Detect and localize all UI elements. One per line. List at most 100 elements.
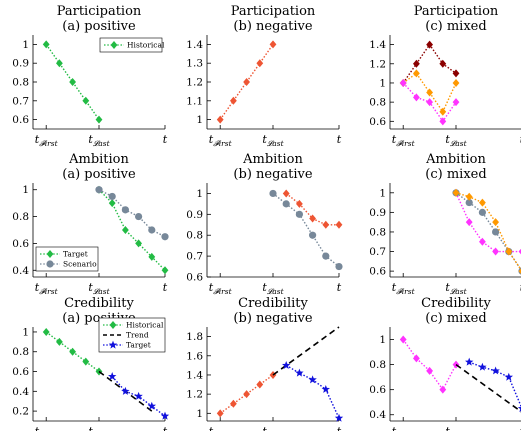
y-tick-label: 1.4 <box>369 39 386 51</box>
x-tick-label: t𝓛ast <box>445 281 467 296</box>
data-point <box>321 384 330 393</box>
panel-subtitle: (c) mixed <box>425 19 486 34</box>
data-point <box>465 357 474 366</box>
data-point <box>148 226 156 234</box>
y-tick-label: 0.7 <box>369 246 386 258</box>
panel-title: Ambition <box>68 152 129 167</box>
x-tick-label: t𝓕irst <box>209 133 233 148</box>
data-point <box>282 200 290 208</box>
data-point <box>69 78 76 86</box>
data-point <box>399 335 407 344</box>
data-point <box>479 198 486 207</box>
panel-subtitle: (b) negative <box>233 167 312 182</box>
y-tick-label: 1 <box>379 334 386 346</box>
panel-0-0: Participation(a) positive 0.6 0.7 0.8 0.9 1 t𝓕… <box>12 4 167 148</box>
y-tick-label: 0.7 <box>12 95 29 107</box>
series-line <box>272 326 340 376</box>
y-tick-label: 0.6 <box>12 238 29 250</box>
data-point <box>82 96 90 105</box>
panel-title: Ambition <box>425 152 486 167</box>
legend-marker <box>110 41 118 49</box>
series-line <box>219 374 274 414</box>
data-point <box>452 69 460 78</box>
x-tick-label: t <box>337 425 342 431</box>
data-point <box>216 409 224 418</box>
data-point <box>413 354 420 363</box>
x-tick-label: t𝓛ast <box>262 425 284 431</box>
panel-1-2: Ambition(c) mixed 0.6 0.7 0.8 0.9 1 t𝓕irst t𝓛as… <box>369 152 521 296</box>
data-point <box>121 386 130 395</box>
legend-marker <box>108 340 118 349</box>
data-point <box>334 413 344 422</box>
data-point <box>439 107 447 116</box>
legend-entry: Historical <box>127 41 165 50</box>
panel-0-1: Participation(b) negative 1 1.1 1.2 1.3 1.4 t𝓕… <box>186 4 341 148</box>
data-point <box>282 189 290 198</box>
x-tick-label: t𝓛ast <box>262 281 284 296</box>
y-tick-label: 1 <box>22 39 29 51</box>
series-line <box>45 43 100 121</box>
series-line <box>45 331 100 373</box>
data-point <box>108 372 117 381</box>
y-tick-label: 0.8 <box>12 346 29 358</box>
data-point <box>256 59 264 68</box>
series-line <box>285 364 340 419</box>
data-point <box>269 189 277 198</box>
panel-title: Credibility <box>64 296 134 311</box>
data-point <box>452 98 460 107</box>
data-point <box>95 186 103 194</box>
data-point <box>95 367 103 376</box>
legend-entry: Trend <box>126 331 149 340</box>
panel-title: Credibility <box>421 296 491 311</box>
data-point <box>256 380 264 389</box>
data-point <box>160 411 170 420</box>
series-line <box>455 192 521 271</box>
panel-subtitle: (a) positive <box>62 19 136 34</box>
y-tick-label: 0.4 <box>12 265 29 277</box>
data-point <box>399 78 407 87</box>
data-point <box>230 399 237 408</box>
panel-subtitle: (b) negative <box>233 19 312 34</box>
x-tick-label: t <box>163 425 168 431</box>
data-point <box>439 385 447 394</box>
legend-entry: Target <box>126 341 151 350</box>
legend-marker <box>46 260 54 268</box>
data-point <box>491 366 500 375</box>
legend-entry: Scenario <box>63 260 97 269</box>
x-tick-label: t𝓕irst <box>209 425 233 431</box>
y-tick-label: 0.4 <box>369 409 386 421</box>
data-point <box>135 212 143 221</box>
data-point <box>308 375 317 384</box>
panel-subtitle: (b) negative <box>233 311 312 326</box>
data-point <box>479 237 486 246</box>
x-tick-label: t𝓕irst <box>392 133 416 148</box>
series-line <box>455 192 521 253</box>
y-tick-label: 0.6 <box>12 366 29 378</box>
data-point <box>492 228 500 236</box>
data-point <box>122 226 129 234</box>
data-point <box>439 59 447 68</box>
panel-title: Participation <box>414 4 499 19</box>
y-tick-label: 0.2 <box>12 406 29 418</box>
data-point <box>295 210 303 218</box>
x-tick-label: t <box>520 133 521 146</box>
data-point <box>135 239 142 248</box>
series-line <box>455 363 521 413</box>
legend-entry: Historical <box>126 321 164 330</box>
panel-2-2: Credibility(c) mixed 0.4 0.6 0.8 1 t𝓕irst t𝓛as… <box>369 296 521 431</box>
panel-2-1: Credibility(b) negative 1 1.2 1.4 1.6 1.8 t𝓕ir… <box>186 296 344 431</box>
y-tick-label: 1.2 <box>186 389 203 401</box>
data-point <box>243 78 250 86</box>
panel-title: Participation <box>231 4 316 19</box>
data-point <box>296 199 303 208</box>
data-point <box>478 362 487 371</box>
y-tick-label: 0.9 <box>369 207 386 219</box>
data-point <box>517 406 521 413</box>
data-point <box>147 401 156 410</box>
panel-2-0: Credibility(a) positive0.20.40.60.81t𝓕ir… <box>12 296 170 431</box>
legend-marker <box>46 250 54 258</box>
y-tick-label: 0.6 <box>369 266 386 278</box>
x-tick-label: t <box>520 425 521 431</box>
x-tick-label: t <box>520 281 521 294</box>
